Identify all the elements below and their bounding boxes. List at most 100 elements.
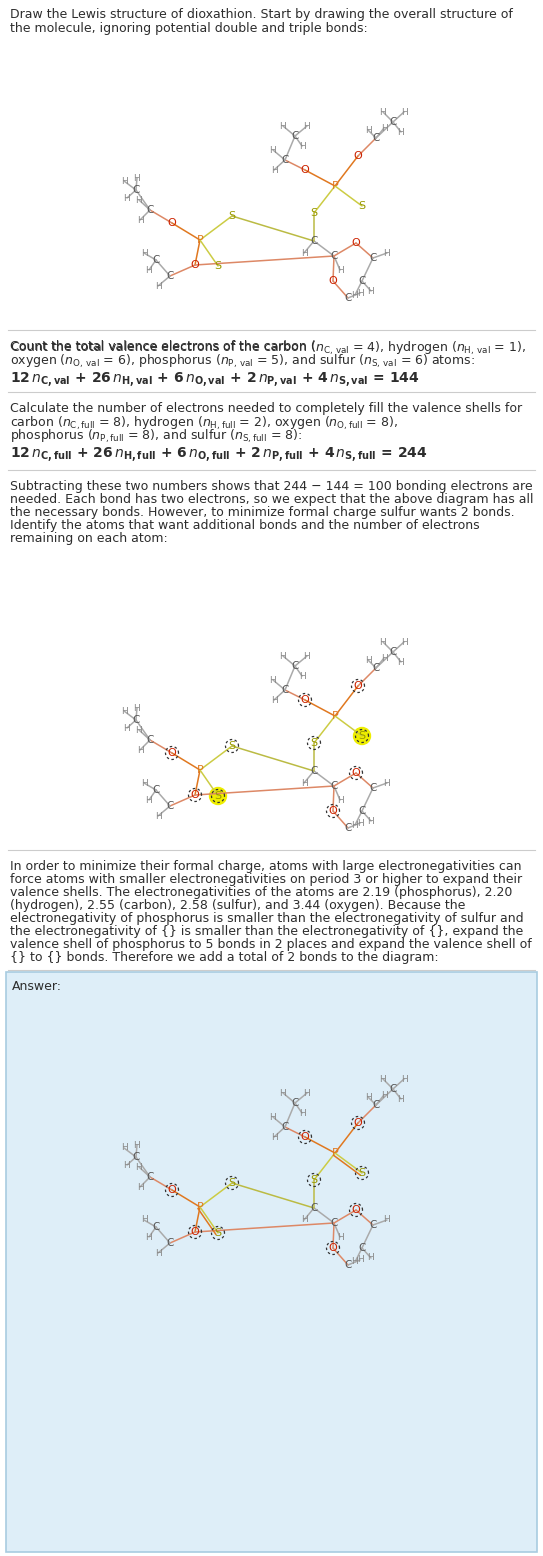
Text: H: H (304, 121, 311, 131)
Text: C: C (369, 254, 377, 263)
Text: C: C (166, 801, 174, 811)
Text: P: P (197, 235, 204, 244)
Text: C: C (153, 784, 160, 795)
Text: S: S (358, 201, 365, 212)
Text: H: H (280, 121, 286, 131)
Text: {} to {} bonds. Therefore we add a total of 2 bonds to the diagram:: {} to {} bonds. Therefore we add a total… (10, 951, 439, 965)
Text: H: H (397, 658, 405, 666)
Text: S: S (214, 261, 222, 271)
Text: H: H (280, 1089, 286, 1097)
Text: P: P (332, 180, 338, 191)
Text: H: H (299, 142, 305, 151)
Text: C: C (153, 255, 160, 265)
Text: C: C (310, 1203, 318, 1214)
Text: H: H (365, 126, 371, 134)
Text: H: H (383, 1215, 390, 1225)
Text: $\mathbf{12\,}$$\mathit{n}_\mathbf{C,val}$$\mathbf{\,+\,26\,}$$\mathit{n}_\mathb: $\mathbf{12\,}$$\mathit{n}_\mathbf{C,val… (10, 370, 420, 389)
Text: O: O (168, 218, 176, 229)
Text: C: C (153, 1221, 160, 1232)
Text: H: H (365, 655, 371, 664)
Text: H: H (155, 1248, 161, 1257)
Text: H: H (134, 703, 141, 713)
Text: H: H (270, 1113, 276, 1122)
Text: Subtracting these two numbers shows that 244 − 144 = 100 bonding electrons are: Subtracting these two numbers shows that… (10, 479, 533, 493)
Text: C: C (132, 716, 140, 725)
Text: O: O (352, 1204, 361, 1215)
Text: H: H (380, 1075, 387, 1083)
Text: H: H (141, 778, 147, 787)
Text: H: H (401, 638, 407, 646)
Text: H: H (134, 1141, 141, 1150)
Text: H: H (136, 196, 142, 204)
Text: S: S (358, 1169, 365, 1178)
Text: O: O (191, 790, 199, 800)
Text: S: S (229, 741, 236, 752)
Text: C: C (132, 185, 140, 194)
Text: H: H (121, 176, 128, 185)
Text: C: C (344, 1260, 352, 1270)
Text: O: O (301, 696, 310, 705)
Text: O: O (191, 260, 199, 271)
Text: C: C (330, 251, 338, 261)
Text: C: C (369, 783, 377, 794)
Text: H: H (401, 107, 407, 117)
Text: H: H (270, 675, 276, 685)
Text: valence shell of phosphorus to 5 bonds in 2 places and expand the valence shell : valence shell of phosphorus to 5 bonds i… (10, 938, 532, 951)
Text: S: S (311, 1175, 318, 1186)
Text: C: C (372, 1100, 380, 1109)
Text: O: O (191, 1228, 199, 1237)
Text: H: H (124, 724, 130, 733)
Text: O: O (329, 806, 337, 815)
Text: P: P (197, 766, 204, 775)
Text: O: O (329, 275, 337, 286)
Text: Calculate the number of electrons needed to completely fill the valence shells f: Calculate the number of electrons needed… (10, 401, 522, 415)
Text: H: H (304, 1089, 311, 1097)
Text: H: H (301, 249, 307, 257)
Text: S: S (311, 738, 318, 748)
Text: O: O (301, 1133, 310, 1142)
Text: H: H (381, 1091, 387, 1100)
Text: C: C (166, 1239, 174, 1248)
Text: phosphorus ($n_\mathregular{P,full}$ = 8), and sulfur ($n_\mathregular{S,full}$ : phosphorus ($n_\mathregular{P,full}$ = 8… (10, 428, 302, 445)
Text: H: H (121, 706, 128, 716)
Text: C: C (358, 806, 365, 815)
Text: H: H (270, 165, 277, 174)
Text: H: H (270, 1133, 277, 1142)
Text: P: P (197, 1201, 204, 1212)
Text: H: H (337, 1232, 343, 1242)
Text: H: H (301, 1215, 307, 1225)
Text: C: C (310, 766, 318, 776)
Text: H: H (155, 282, 161, 291)
Text: C: C (291, 1099, 299, 1108)
Text: H: H (304, 652, 311, 660)
Text: O: O (352, 238, 361, 247)
Circle shape (353, 728, 370, 744)
Text: C: C (291, 131, 299, 142)
Text: H: H (397, 1094, 405, 1103)
Text: Answer:: Answer: (12, 980, 62, 993)
Text: C: C (389, 117, 397, 128)
Text: H: H (146, 795, 153, 804)
Text: In order to minimize their formal charge, atoms with large electronegativities c: In order to minimize their formal charge… (10, 860, 521, 873)
Text: H: H (155, 812, 161, 820)
Text: force atoms with smaller electronegativities on period 3 or higher to expand the: force atoms with smaller electronegativi… (10, 873, 522, 885)
Text: H: H (137, 745, 143, 755)
Text: C: C (372, 132, 380, 143)
Text: S: S (358, 731, 365, 741)
Text: O: O (353, 682, 362, 691)
Text: H: H (397, 128, 405, 137)
Text: oxygen ($n_\mathregular{O,\,val}$ = 6), phosphorus ($n_\mathregular{P,\,val}$ = : oxygen ($n_\mathregular{O,\,val}$ = 6), … (10, 353, 475, 370)
Text: H: H (357, 288, 363, 297)
Text: H: H (368, 817, 374, 826)
Text: H: H (381, 123, 387, 132)
Text: H: H (357, 1256, 363, 1265)
Text: H: H (352, 291, 358, 299)
Text: O: O (168, 748, 176, 758)
Text: S: S (214, 790, 222, 801)
Text: Count the total valence electrons of the carbon ($n_\mathregular{C,\,val}$ = 4),: Count the total valence electrons of the… (10, 341, 526, 358)
Text: C: C (330, 1218, 338, 1228)
Text: H: H (301, 778, 307, 787)
Text: H: H (368, 1254, 374, 1262)
Text: H: H (337, 795, 343, 804)
Text: Count the total valence electrons of the carbon (: Count the total valence electrons of the… (10, 341, 315, 353)
